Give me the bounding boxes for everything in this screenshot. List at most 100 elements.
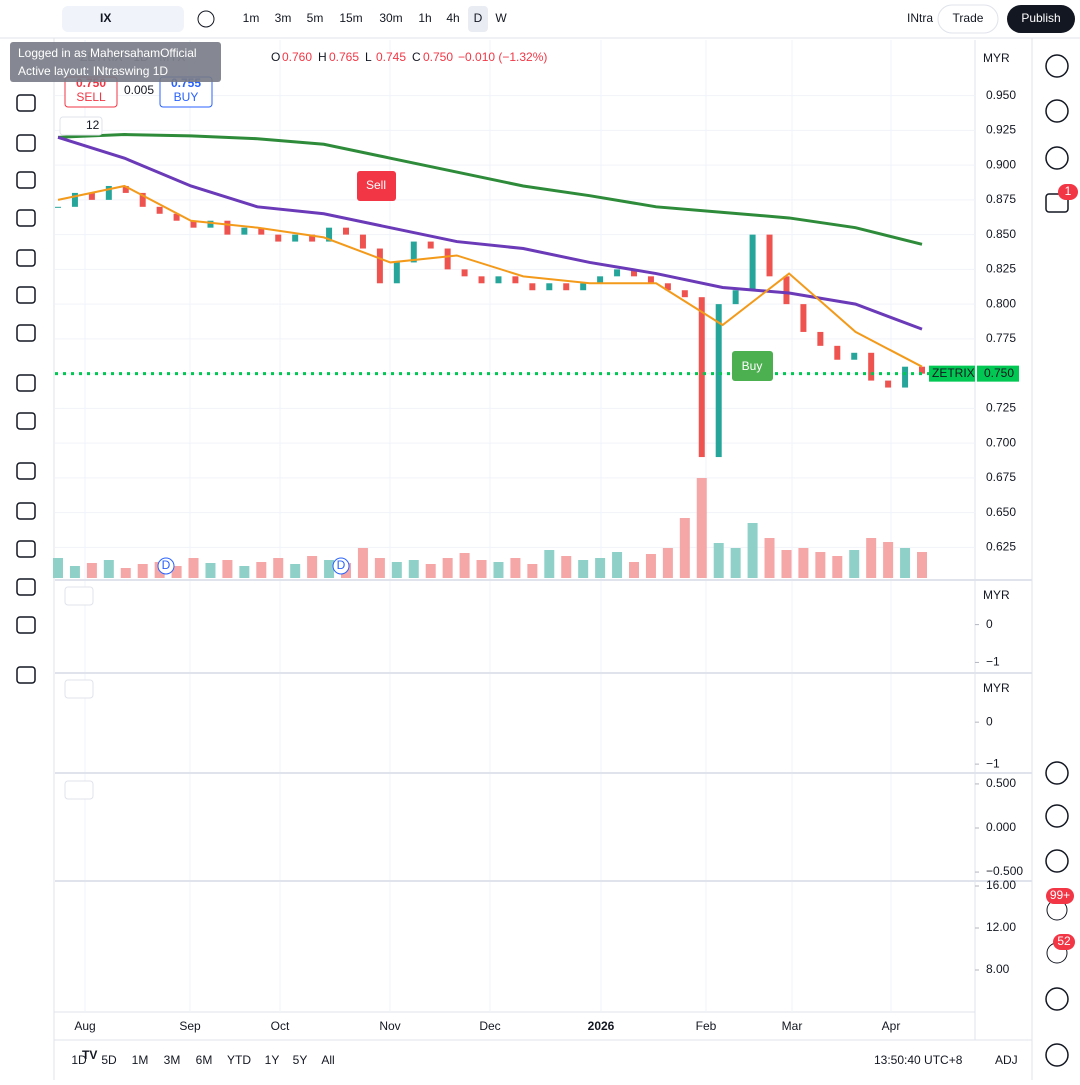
tool-icon[interactable] — [16, 324, 36, 342]
pane-toggle[interactable] — [64, 679, 94, 699]
candle — [664, 283, 671, 291]
candle — [868, 352, 875, 381]
volume-bar — [713, 543, 724, 578]
x-tick-label: Apr — [882, 1019, 901, 1033]
y-tick-label: 0.900 — [986, 157, 1016, 171]
volume-bar — [645, 554, 656, 578]
range[interactable]: 5D — [101, 1053, 117, 1067]
range[interactable]: 1M — [132, 1053, 149, 1067]
volume-bar — [103, 560, 114, 578]
interval[interactable]: 4h — [446, 11, 459, 25]
symbol-box[interactable] — [62, 6, 184, 32]
volume-bar — [69, 566, 80, 578]
candle — [55, 206, 61, 208]
tooltip-line: Active layout: INtraswing 1D — [18, 64, 168, 78]
interval[interactable]: 1h — [418, 11, 431, 25]
range[interactable]: 3M — [164, 1053, 181, 1067]
tool-icon[interactable] — [16, 171, 36, 189]
volume-bar — [171, 566, 182, 578]
y-tick-label: 16.00 — [986, 878, 1016, 892]
range[interactable]: 1Y — [265, 1053, 280, 1067]
range[interactable]: 6M — [196, 1053, 213, 1067]
interval[interactable]: 30m — [379, 11, 402, 25]
tool-icon[interactable] — [16, 94, 36, 112]
side-icon[interactable] — [1045, 761, 1069, 785]
tool-icon[interactable] — [16, 502, 36, 520]
interval[interactable]: 3m — [275, 11, 292, 25]
interval[interactable]: 15m — [339, 11, 362, 25]
tool-icon[interactable] — [16, 134, 36, 152]
x-tick-label: 2026 — [588, 1019, 615, 1033]
candle — [647, 276, 654, 284]
indicator-toggle[interactable] — [59, 116, 103, 136]
publish[interactable]: Publish — [1021, 11, 1060, 25]
tool-icon[interactable] — [16, 540, 36, 558]
candle — [800, 304, 807, 332]
range[interactable]: 5Y — [293, 1053, 308, 1067]
y-tick-label: 12.00 — [986, 920, 1016, 934]
tool-icon[interactable] — [16, 666, 36, 684]
interval[interactable]: W — [495, 11, 507, 25]
symbol-tag-text: ZETRIX — [932, 366, 975, 380]
candle — [444, 248, 451, 270]
y-tick-label: 0.875 — [986, 192, 1016, 206]
volume-bar — [188, 558, 199, 578]
moving-average — [57, 184, 923, 368]
tool-icon[interactable] — [16, 412, 36, 430]
side-icon[interactable] — [1045, 849, 1069, 873]
tool-icon[interactable] — [16, 286, 36, 304]
tool-icon[interactable] — [16, 374, 36, 392]
pane-toggle[interactable] — [64, 780, 94, 800]
interval[interactable]: D — [474, 11, 483, 25]
tool-icon[interactable] — [16, 616, 36, 634]
symbol[interactable]: IX — [100, 11, 111, 25]
trade[interactable]: Trade — [953, 11, 984, 25]
side-icon[interactable] — [1045, 193, 1069, 213]
volume-bar — [747, 523, 758, 578]
side-icon[interactable] — [1045, 54, 1069, 78]
ohlc-value: 0.765 — [329, 50, 359, 64]
add-symbol[interactable] — [197, 10, 215, 28]
y-tick-label: 0.950 — [986, 88, 1016, 102]
dividend-marker — [332, 557, 350, 575]
tool-icon[interactable] — [16, 249, 36, 267]
layout-name[interactable]: INtra — [907, 11, 933, 25]
currency[interactable]: MYR — [983, 588, 1010, 602]
buy-marker-text: Buy — [742, 359, 763, 373]
currency[interactable]: MYR — [983, 51, 1010, 65]
side-icon[interactable] — [1045, 99, 1069, 123]
side-icon[interactable] — [1045, 804, 1069, 828]
volume-bar — [493, 562, 504, 578]
adj[interactable]: ADJ — [995, 1053, 1018, 1067]
range[interactable]: All — [321, 1053, 334, 1067]
x-tick-label: Nov — [379, 1019, 400, 1033]
tool-icon[interactable] — [16, 462, 36, 480]
badge-text: 99+ — [1050, 888, 1070, 902]
y-tick-label: 0.500 — [986, 776, 1016, 790]
volume-bar — [222, 560, 233, 578]
candle — [190, 220, 197, 228]
interval[interactable]: 1m — [243, 11, 260, 25]
volume-bar — [391, 562, 402, 578]
interval[interactable]: 5m — [307, 11, 324, 25]
volume-bar — [527, 564, 538, 578]
candle — [614, 269, 621, 277]
candle — [393, 262, 400, 284]
pane-toggle[interactable] — [64, 586, 94, 606]
ohlc-value: 0.745 — [376, 50, 406, 64]
volume-bar — [578, 560, 589, 578]
tool-icon[interactable] — [16, 578, 36, 596]
side-icon[interactable] — [1045, 987, 1069, 1011]
tool-icon[interactable] — [16, 209, 36, 227]
volume-bar — [832, 556, 843, 578]
range[interactable]: 1D — [71, 1053, 87, 1067]
publish-button[interactable] — [1007, 5, 1075, 33]
currency[interactable]: MYR — [983, 681, 1010, 695]
trade-button[interactable] — [937, 4, 999, 34]
side-icon[interactable] — [1045, 146, 1069, 170]
candle — [631, 269, 637, 277]
range[interactable]: YTD — [227, 1053, 251, 1067]
volume-bar — [408, 560, 419, 578]
side-icon[interactable] — [1045, 1043, 1069, 1067]
volume-bar — [425, 564, 436, 578]
